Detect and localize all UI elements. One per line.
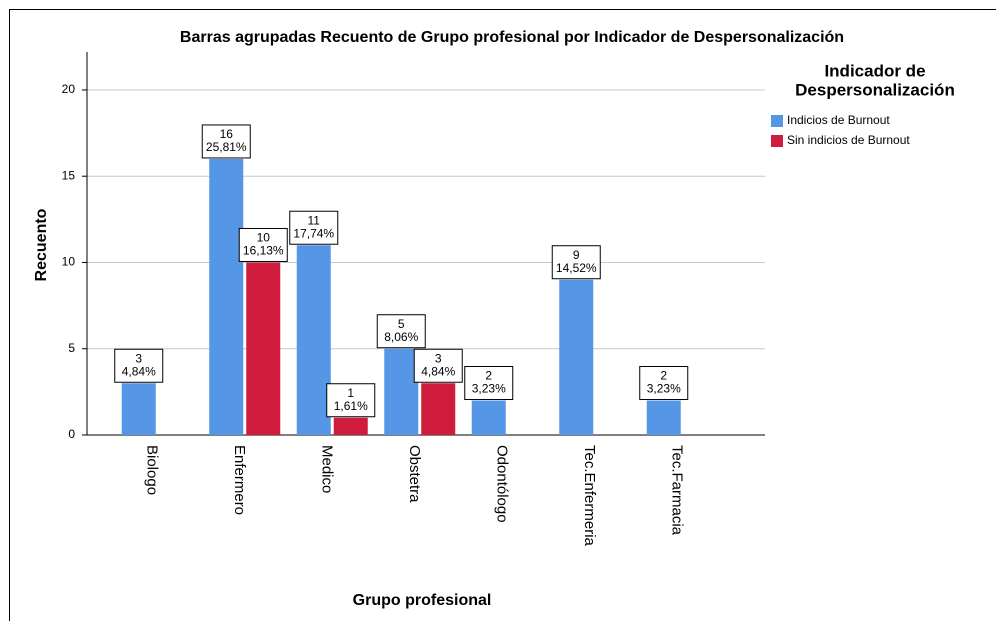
legend-swatch [771, 135, 783, 147]
bar [209, 158, 244, 435]
percent-label: 25,81% [206, 140, 247, 154]
x-tick-label: Biologo [143, 445, 160, 495]
x-tick-label: Medico [318, 445, 335, 493]
bar [421, 383, 456, 435]
y-tick-label: 15 [62, 168, 76, 182]
value-label: 9 [573, 248, 580, 262]
x-tick-label: Tec.Farmacia [668, 445, 685, 536]
value-label-box [551, 245, 601, 280]
y-tick-label: 20 [62, 82, 76, 96]
y-tick-label: 5 [68, 341, 75, 355]
value-label: 2 [485, 369, 492, 383]
value-label-box [639, 365, 689, 400]
percent-label: 4,84% [122, 364, 156, 378]
legend-swatch [771, 115, 783, 127]
x-tick-label: Tec.Enfermeria [581, 445, 598, 547]
value-label-box [326, 383, 376, 418]
legend-label: Indicios de Burnout [787, 113, 890, 127]
bar [121, 383, 156, 435]
value-label-box [201, 124, 251, 159]
value-label-box [464, 365, 514, 400]
value-label: 5 [398, 317, 405, 331]
value-label-box [413, 348, 463, 383]
bar [296, 245, 331, 435]
bar [333, 417, 368, 435]
value-label: 1 [347, 386, 354, 400]
value-label: 3 [135, 351, 142, 365]
legend-title: Indicador de [824, 61, 925, 80]
bar [646, 400, 681, 435]
value-label-box [114, 348, 164, 383]
value-label-box [238, 227, 288, 262]
frame [9, 9, 996, 621]
percent-label: 1,61% [334, 399, 368, 413]
y-axis-label: Recuento [33, 208, 50, 281]
bar [384, 348, 419, 435]
percent-label: 16,13% [243, 244, 284, 258]
x-tick-label: Odontólogo [493, 445, 510, 523]
percent-label: 4,84% [421, 364, 455, 378]
y-tick-label: 10 [62, 255, 76, 269]
percent-label: 3,23% [472, 382, 506, 396]
percent-label: 3,23% [647, 382, 681, 396]
bar [471, 400, 506, 435]
bar [246, 262, 281, 435]
value-label: 11 [308, 213, 321, 227]
bar [559, 279, 594, 435]
legend-title: Despersonalización [795, 80, 955, 99]
value-label-box [289, 210, 339, 245]
value-label-box [376, 314, 426, 349]
x-axis-label: Grupo profesional [353, 592, 492, 609]
value-label: 16 [220, 127, 234, 141]
chart-title: Barras agrupadas Recuento de Grupo profe… [180, 29, 844, 46]
percent-label: 17,74% [293, 226, 334, 240]
percent-label: 8,06% [384, 330, 418, 344]
value-label: 10 [257, 231, 271, 245]
value-label: 3 [435, 351, 442, 365]
x-tick-label: Obstetra [406, 445, 423, 503]
value-label: 2 [660, 369, 667, 383]
percent-label: 14,52% [556, 261, 597, 275]
legend-label: Sin indicios de Burnout [787, 133, 910, 147]
x-tick-label: Enfermero [231, 445, 248, 515]
y-tick-label: 0 [68, 427, 75, 441]
